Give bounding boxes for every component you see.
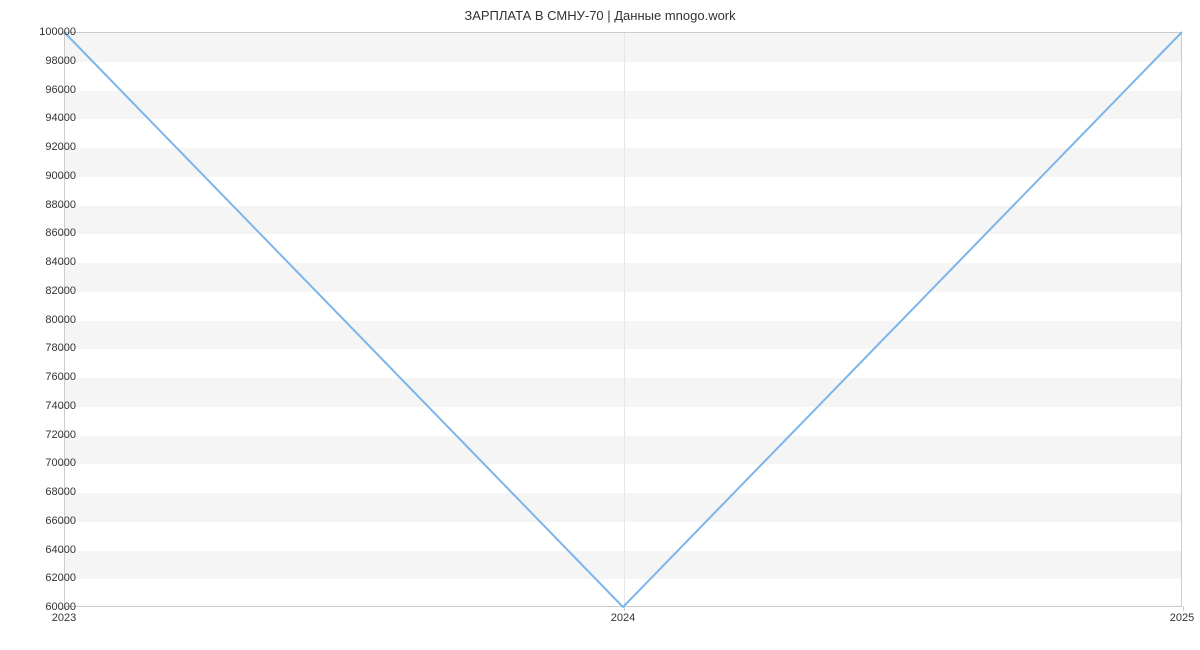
y-tick-label: 94000 [20, 112, 76, 124]
y-tick-label: 66000 [20, 515, 76, 527]
x-tick-mark [1183, 606, 1184, 611]
y-tick-label: 72000 [20, 429, 76, 441]
y-tick-label: 64000 [20, 544, 76, 556]
y-tick-label: 92000 [20, 141, 76, 153]
chart-title: ЗАРПЛАТА В СМНУ-70 | Данные mnogo.work [0, 0, 1200, 31]
y-tick-label: 84000 [20, 256, 76, 268]
y-tick-label: 80000 [20, 314, 76, 326]
y-tick-label: 68000 [20, 486, 76, 498]
y-tick-label: 76000 [20, 371, 76, 383]
y-tick-label: 82000 [20, 285, 76, 297]
y-tick-label: 62000 [20, 572, 76, 584]
salary-line-series [64, 32, 1182, 607]
y-tick-label: 74000 [20, 400, 76, 412]
y-tick-label: 90000 [20, 170, 76, 182]
x-tick-label: 2023 [52, 612, 76, 624]
x-tick-label: 2024 [611, 612, 635, 624]
y-tick-label: 78000 [20, 342, 76, 354]
line-series-layer [64, 32, 1182, 607]
chart-plot-area [64, 32, 1182, 607]
y-tick-label: 88000 [20, 199, 76, 211]
x-tick-label: 2025 [1170, 612, 1194, 624]
y-tick-label: 100000 [20, 26, 76, 38]
y-tick-label: 96000 [20, 84, 76, 96]
y-tick-label: 98000 [20, 55, 76, 67]
y-tick-label: 70000 [20, 457, 76, 469]
y-tick-label: 86000 [20, 227, 76, 239]
